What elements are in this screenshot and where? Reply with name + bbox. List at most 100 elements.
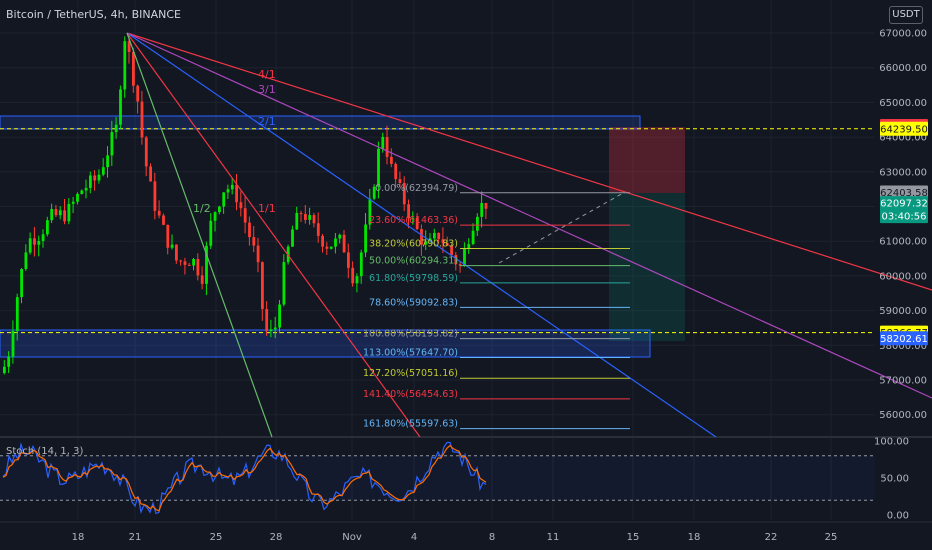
candle-body [463,248,466,266]
candle-body [11,331,15,357]
candle-body [243,208,247,223]
candle-body [50,209,54,221]
price-tick-label: 66000.00 [879,63,927,74]
candle-body [299,213,303,215]
candle-body [321,235,324,247]
candle-body [450,245,453,255]
candle-body [46,220,49,235]
zones-layer [0,115,875,358]
candle-body [54,209,58,216]
candle-body [28,238,32,253]
candle-body [424,241,428,245]
price-tags: 64321.4164239.5062403.5862097.3203:40:56… [880,118,928,346]
price-tick-label: 61000.00 [879,237,927,248]
stop-loss-box [609,127,685,193]
candle-body [149,166,152,182]
time-tick-label: 4 [411,532,417,543]
price-tag-label: 03:40:56 [882,212,927,223]
candle-body [252,237,256,246]
currency-button[interactable]: USDT [889,6,923,24]
time-tick-label: 25 [825,532,838,543]
price-tag-bg [880,121,928,136]
candle-body [316,223,320,236]
chart-grid [0,0,932,523]
candle-body [377,148,380,187]
candle-body [153,181,157,211]
fan-line-4 [126,32,273,438]
candle-body [110,132,114,156]
candle-body [278,304,281,328]
candle-body [437,232,441,240]
fib-level-label: 161.80%(55597.63) [363,419,458,430]
candle-body [218,206,221,213]
candle-body [441,239,445,244]
candle-body [63,210,66,222]
candle-body [136,85,140,102]
candle-body [402,182,406,205]
candle-body [295,213,299,230]
stoch-band [0,455,875,501]
candle-body [359,252,363,277]
fan-label: 4/1 [258,68,276,81]
candle-body [3,366,6,374]
price-tag-label: 64239.50 [880,124,928,135]
candle-body [71,201,75,204]
candle-body [458,264,462,266]
price-tag-bg [880,209,928,224]
time-tick-label: 21 [129,532,142,543]
price-tag-bg [880,196,928,211]
candle-body [76,193,79,202]
candle-body [398,179,402,183]
candle-body [213,212,217,221]
take-profit-box [609,193,685,341]
candle-body [162,215,165,225]
candle-body [420,229,423,245]
time-tick-label: 8 [489,532,495,543]
price-tick-label: 67000.00 [879,29,927,40]
candle-body [37,241,41,245]
fan-line-2 [126,32,717,438]
candle-body [179,260,183,262]
price-tag: 03:40:56 [880,209,928,224]
candle-body [415,217,419,230]
fan-line-0 [126,32,932,291]
candle-body [20,269,23,298]
candle-body [209,220,213,246]
candle-body [226,189,230,193]
candle-body [471,230,475,245]
price-tag-bg [880,185,928,200]
candle-body [230,184,234,190]
fan-label: 2/1 [258,115,276,128]
candle-body [192,259,195,266]
candle-body [222,192,226,207]
candle-body [304,213,307,220]
candle-body [390,156,393,164]
candle-body [265,309,269,332]
fib-level-label: 100.00%(58193.82) [363,329,458,340]
time-tick-label: 22 [765,532,778,543]
candle-body [132,52,135,86]
candle-body [433,232,436,239]
candle-body [381,136,385,149]
fib-level-label: 141.40%(56454.63) [363,389,458,400]
candle-body [273,327,277,330]
stochastic-label: Stoch (14, 1, 3) [6,446,84,457]
price-tag-label: 58202.61 [880,334,928,345]
candle-body [308,215,312,220]
time-axis: 18 21 25 28 Nov 4 8 11 15 18 22 25 [72,532,838,543]
price-tick-label: 63000.00 [879,167,927,178]
price-tag-label: 62097.32 [880,199,928,210]
fan-label: 1/1 [258,202,276,215]
candle-body [170,244,174,248]
price-tag: 58202.61 [880,331,928,346]
price-tag-label: 62403.58 [880,188,928,199]
candle-body [484,203,488,209]
time-tick-label: 15 [627,532,640,543]
candle-body [127,41,131,53]
candle-body [93,175,97,181]
stoch-tick-label: 100.00 [874,437,909,448]
candles-layer [3,36,488,375]
fib-level-label: 113.00%(57647.70) [363,348,458,359]
price-tick-label: 57000.00 [879,376,927,387]
